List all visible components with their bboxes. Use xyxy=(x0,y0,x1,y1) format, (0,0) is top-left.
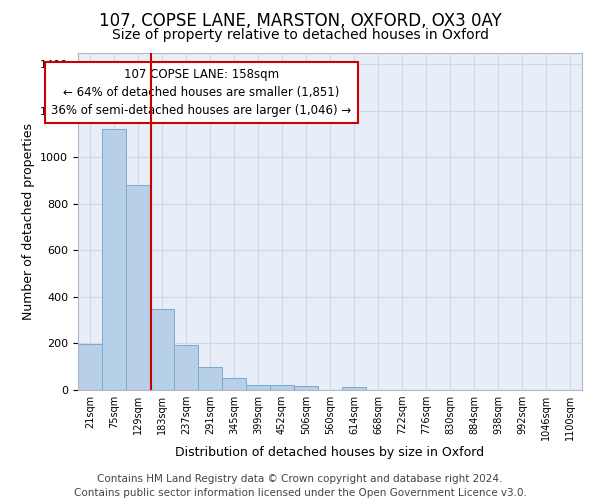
Bar xyxy=(126,185,150,390)
Bar xyxy=(246,385,270,390)
Bar xyxy=(294,386,318,390)
Bar xyxy=(198,366,222,390)
Bar xyxy=(78,344,102,390)
Bar xyxy=(222,378,246,390)
Bar xyxy=(342,386,366,390)
Text: Contains HM Land Registry data © Crown copyright and database right 2024.
Contai: Contains HM Land Registry data © Crown c… xyxy=(74,474,526,498)
X-axis label: Distribution of detached houses by size in Oxford: Distribution of detached houses by size … xyxy=(175,446,485,458)
Text: 107, COPSE LANE, MARSTON, OXFORD, OX3 0AY: 107, COPSE LANE, MARSTON, OXFORD, OX3 0A… xyxy=(98,12,502,30)
Y-axis label: Number of detached properties: Number of detached properties xyxy=(22,122,35,320)
Bar xyxy=(102,130,126,390)
Bar xyxy=(174,345,198,390)
Bar xyxy=(270,386,294,390)
Text: Size of property relative to detached houses in Oxford: Size of property relative to detached ho… xyxy=(112,28,488,42)
Bar xyxy=(150,308,174,390)
Text: 107 COPSE LANE: 158sqm
← 64% of detached houses are smaller (1,851)
36% of semi-: 107 COPSE LANE: 158sqm ← 64% of detached… xyxy=(52,68,352,116)
